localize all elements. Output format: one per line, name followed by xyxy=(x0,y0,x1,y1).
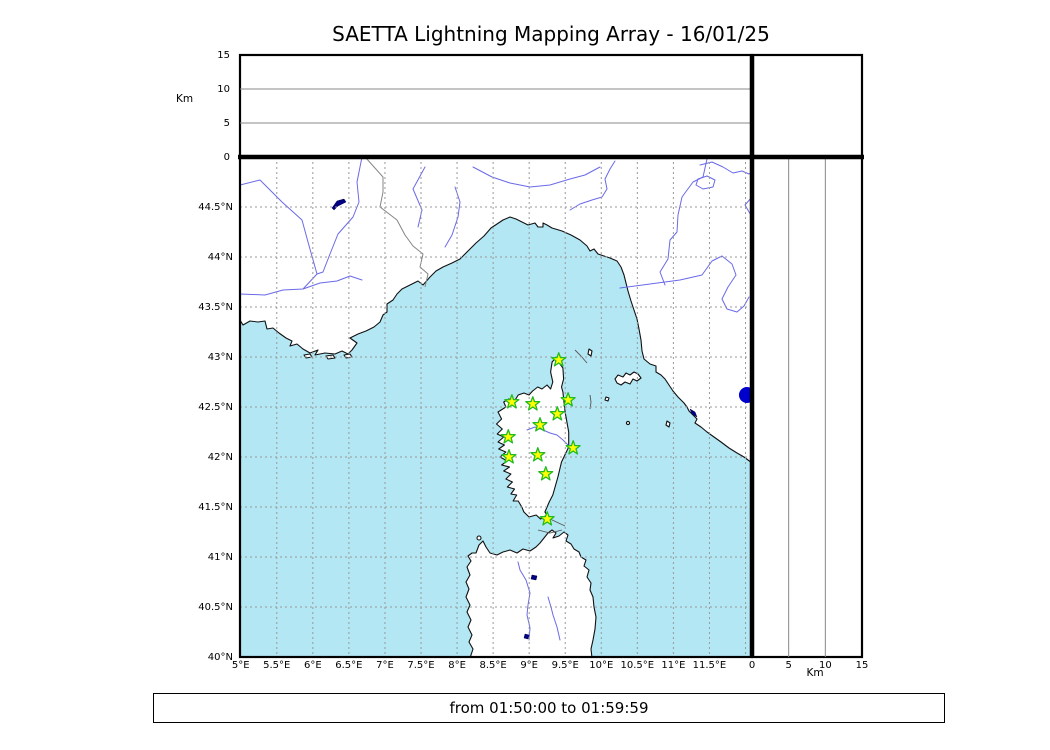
lat-tick-label: 44.5°N xyxy=(198,201,233,213)
river xyxy=(744,196,752,218)
lat-tick-label: 42°N xyxy=(207,451,233,463)
river xyxy=(444,186,461,248)
river xyxy=(699,161,752,175)
lake-coghinas xyxy=(530,574,538,581)
lightning-event-dot xyxy=(738,387,752,403)
station-marker xyxy=(551,352,567,367)
page-title: SAETTA Lightning Mapping Array - 16/01/2… xyxy=(332,22,770,46)
lightning-events xyxy=(738,387,752,403)
land-corsica xyxy=(495,357,570,520)
lagoon-orbetello xyxy=(689,408,698,418)
island-elba xyxy=(614,371,642,386)
station-marker xyxy=(549,406,565,421)
lon-tick-label: 8°E xyxy=(448,660,466,671)
altitude-tick-label: 10 xyxy=(818,660,832,671)
river xyxy=(302,275,363,290)
line-artifact xyxy=(549,518,566,527)
lon-tick-label: 11°E xyxy=(661,660,686,671)
river xyxy=(472,166,601,188)
lat-tick-label: 42.5°N xyxy=(198,401,233,413)
altitude-tick-label: 0 xyxy=(223,151,230,163)
river xyxy=(412,166,426,228)
lon-tick-label: 9°E xyxy=(520,660,538,671)
station-marker xyxy=(539,511,555,526)
lon-tick-label: 10.5°E xyxy=(620,660,655,671)
lon-tick-label: 5°E xyxy=(231,660,250,671)
lake-omodeo xyxy=(523,633,530,640)
land-sardinia xyxy=(465,529,597,657)
corner-panel xyxy=(750,53,864,159)
station-marker xyxy=(501,449,517,464)
map-panel xyxy=(240,157,752,657)
river xyxy=(695,175,716,190)
km-axis-label-bottom: Km xyxy=(806,667,824,679)
river xyxy=(547,596,561,641)
lat-tick-label: 41°N xyxy=(207,551,233,563)
station-marker xyxy=(530,447,546,462)
lat-tick-label: 44°N xyxy=(207,251,233,263)
island-pianosa xyxy=(604,396,610,402)
altitude-tick-label: 5 xyxy=(785,660,792,671)
lon-tick-label: 11.5°E xyxy=(692,660,727,671)
river xyxy=(316,157,363,275)
lat-tick-label: 41.5°N xyxy=(198,501,233,513)
time-range-box: from 01:50:00 to 01:59:59 xyxy=(153,693,945,723)
station-markers xyxy=(500,352,581,526)
right-panel-gridlines xyxy=(788,157,826,657)
lon-tick-label: 7.5°E xyxy=(407,660,435,671)
station-marker xyxy=(560,392,576,407)
station-marker xyxy=(525,396,541,411)
lat-tick-label: 40.5°N xyxy=(198,601,233,613)
lat-tick-label: 43.5°N xyxy=(198,301,233,313)
land-mainland xyxy=(240,157,752,464)
lon-tick-label: 5.5°E xyxy=(263,660,291,671)
station-marker xyxy=(504,394,520,409)
lon-tick-label: 6°E xyxy=(303,660,322,671)
island-asinara xyxy=(476,535,482,541)
line-artifact xyxy=(537,529,563,534)
lat-tick-label: 43°N xyxy=(207,351,233,363)
altitude-tick-label: 15 xyxy=(855,660,869,671)
altitude-tick-label: 15 xyxy=(217,49,230,61)
right-altitude-panel xyxy=(750,155,864,659)
station-marker xyxy=(532,417,548,432)
river xyxy=(619,255,750,313)
altitude-tick-label: 5 xyxy=(223,117,230,129)
lat-tick-label: 40°N xyxy=(207,651,233,663)
lon-tick-label: 6.5°E xyxy=(335,660,363,671)
lon-tick-label: 10°E xyxy=(589,660,614,671)
lon-tick-label: 9.5°E xyxy=(551,660,579,671)
altitude-tick-label: 0 xyxy=(748,660,756,671)
country-border xyxy=(365,157,429,288)
station-marker xyxy=(538,466,554,481)
km-axis-label-left: Km xyxy=(176,93,194,105)
map-gridlines xyxy=(240,157,752,657)
river xyxy=(569,160,616,211)
island-giglio xyxy=(665,420,671,428)
top-panel-gridlines xyxy=(240,88,752,124)
altitude-tick-label: 10 xyxy=(217,83,230,95)
line-artifact xyxy=(574,349,588,364)
lon-tick-label: 7°E xyxy=(376,660,394,671)
lon-tick-label: 8.5°E xyxy=(479,660,507,671)
island-montecristo xyxy=(625,420,631,426)
station-marker xyxy=(500,429,516,444)
top-altitude-panel xyxy=(238,53,754,159)
island-capraia xyxy=(587,348,593,357)
station-marker xyxy=(565,440,581,455)
